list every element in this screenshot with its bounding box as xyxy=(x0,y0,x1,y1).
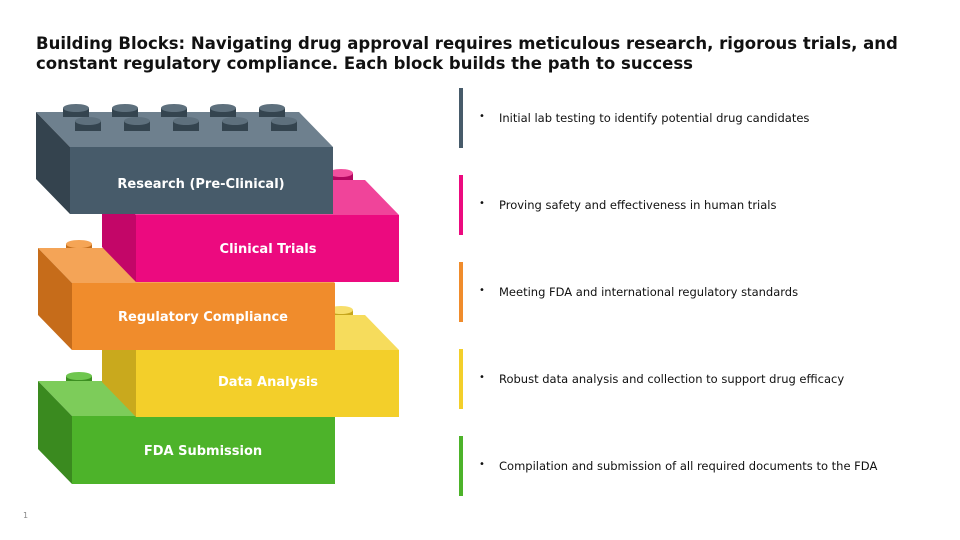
color-bar xyxy=(459,349,463,409)
description-research: • Initial lab testing to identify potenti… xyxy=(459,88,939,148)
block-label-fda-submission: FDA Submission xyxy=(144,444,262,459)
color-bar xyxy=(459,262,463,322)
color-bar xyxy=(459,436,463,496)
bullet: • xyxy=(479,372,485,383)
bullet: • xyxy=(479,459,485,470)
bullet: • xyxy=(479,285,485,296)
description-text: Robust data analysis and collection to s… xyxy=(499,372,845,386)
description-fda-submission: • Compilation and submission of all requi… xyxy=(459,436,939,496)
bullet: • xyxy=(479,198,485,209)
description-text: Proving safety and effectiveness in huma… xyxy=(499,198,777,212)
block-label-research: Research (Pre-Clinical) xyxy=(117,177,284,192)
bullet: • xyxy=(479,111,485,122)
slide-title: Building Blocks: Navigating drug approva… xyxy=(36,34,898,73)
color-bar xyxy=(459,175,463,235)
block-studs xyxy=(63,104,297,131)
color-bar xyxy=(459,88,463,148)
block-label-data-analysis: Data Analysis xyxy=(218,375,318,390)
description-clinical-trials: • Proving safety and effectiveness in hum… xyxy=(459,175,939,235)
page-number: 1 xyxy=(23,511,29,520)
block-research: Research (Pre-Clinical) xyxy=(36,104,333,214)
building-blocks-stack: FDA Submission Data Analysis xyxy=(36,104,399,484)
description-data-analysis: • Robust data analysis and collection to … xyxy=(459,349,939,409)
description-text: Compilation and submission of all requir… xyxy=(499,459,878,473)
description-text: Meeting FDA and international regulatory… xyxy=(499,285,799,299)
description-text: Initial lab testing to identify potentia… xyxy=(499,111,810,125)
description-regulatory-compliance: • Meeting FDA and international regulator… xyxy=(459,262,939,322)
block-label-regulatory-compliance: Regulatory Compliance xyxy=(118,310,288,325)
block-label-clinical-trials: Clinical Trials xyxy=(220,242,317,257)
